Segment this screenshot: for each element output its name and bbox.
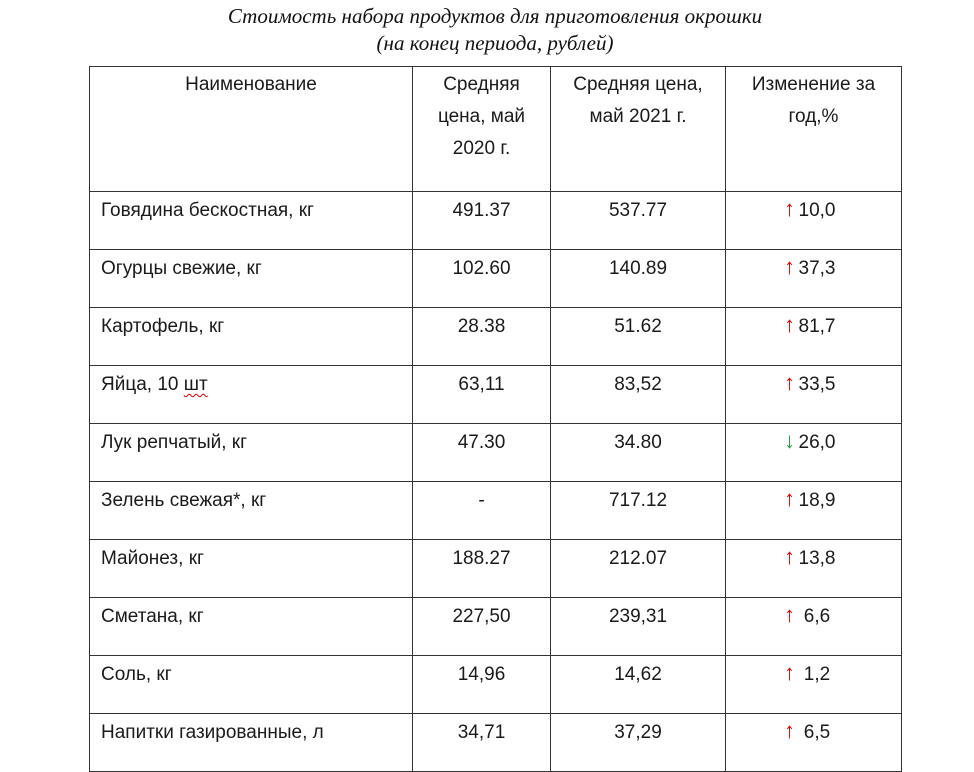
cell-price-2020: 34,71: [412, 713, 551, 772]
header-price-2020-line2: цена, май: [437, 106, 526, 127]
table-title: Стоимость набора продуктов для приготовл…: [227, 4, 763, 28]
table-row: Говядина бескостная, кг 491.37 537.77 ↑ 10,0: [89, 191, 902, 250]
cell-product-name: Говядина бескостная, кг: [89, 191, 413, 250]
cell-price-2021: 37,29: [550, 713, 726, 772]
header-price-2021: Средняя цена, май 2021 г.: [550, 66, 726, 192]
table-row: Лук репчатый, кг 47.30 34.80 ↓ 26,0: [89, 423, 902, 482]
cell-change: ↑ 18,9: [725, 481, 902, 540]
header-price-2020-line3: 2020 г.: [452, 138, 511, 159]
cell-product-name: Сметана, кг: [89, 597, 413, 656]
cell-price-2021: 83,52: [550, 365, 726, 424]
table-row: Майонез, кг 188.27 212.07 ↑ 13,8: [89, 539, 902, 598]
cell-product-name: Майонез, кг: [89, 539, 413, 598]
cell-price-2021: 212.07: [550, 539, 726, 598]
cell-change: ↑ 33,5: [725, 365, 902, 424]
table-row: Картофель, кг 28.38 51.62 ↑ 81,7: [89, 307, 902, 366]
cell-price-2021: 34.80: [550, 423, 726, 482]
header-price-2020: Средняя цена, май 2020 г.: [412, 66, 551, 192]
change-value: 37,3: [798, 258, 836, 279]
cell-product-name: Напитки газированные, л: [89, 713, 413, 772]
arrow-up-icon: ↑: [784, 660, 795, 685]
change-value: 10,0: [798, 200, 836, 221]
arrow-up-icon: ↑: [784, 486, 795, 511]
cell-price-2020: 14,96: [412, 655, 551, 714]
cell-product-name: Картофель, кг: [89, 307, 413, 366]
arrow-down-icon: ↓: [784, 428, 795, 453]
product-name-unit: шт: [183, 374, 208, 395]
cell-change: ↑ 1,2: [725, 655, 902, 714]
cell-price-2020: 102.60: [412, 249, 551, 308]
header-price-2020-line1: Средняя: [443, 74, 520, 95]
cell-price-2020: 188.27: [412, 539, 551, 598]
cell-price-2021: 239,31: [550, 597, 726, 656]
cell-price-2021: 717.12: [550, 481, 726, 540]
change-value: 26,0: [798, 432, 836, 453]
change-value: 13,8: [798, 548, 836, 569]
table-row: Сметана, кг 227,50 239,31 ↑ 6,6: [89, 597, 902, 656]
cell-price-2020: 47.30: [412, 423, 551, 482]
cell-product-name: Лук репчатый, кг: [89, 423, 413, 482]
header-row: Наименование Средняя цена, май 2020 г. С…: [89, 66, 902, 192]
change-value: 6,6: [798, 606, 831, 627]
cell-price-2021: 14,62: [550, 655, 726, 714]
change-value: 33,5: [798, 374, 836, 395]
arrow-up-icon: ↑: [784, 544, 795, 569]
cell-change: ↑ 13,8: [725, 539, 902, 598]
cell-product-name: Огурцы свежие, кг: [89, 249, 413, 308]
header-name-label: Наименование: [185, 74, 317, 95]
change-value: 1,2: [798, 664, 831, 685]
change-value: 18,9: [798, 490, 836, 511]
cell-product-name: Яйца, 10 шт: [89, 365, 413, 424]
cell-price-2020: 227,50: [412, 597, 551, 656]
table-row: Напитки газированные, л 34,71 37,29 ↑ 6,5: [89, 713, 902, 772]
cell-price-2020: 28.38: [412, 307, 551, 366]
cell-price-2020: -: [412, 481, 551, 540]
cell-change: ↑ 6,6: [725, 597, 902, 656]
cell-price-2020: 491.37: [412, 191, 551, 250]
cell-change: ↑ 37,3: [725, 249, 902, 308]
header-change-line2: год,%: [788, 106, 839, 127]
cell-change: ↑ 10,0: [725, 191, 902, 250]
header-change: Изменение за год,%: [725, 66, 902, 192]
header-change-line1: Изменение за: [751, 74, 876, 95]
arrow-up-icon: ↑: [784, 196, 795, 221]
cell-price-2021: 537.77: [550, 191, 726, 250]
change-value: 6,5: [798, 722, 831, 743]
price-table: Наименование Средняя цена, май 2020 г. С…: [89, 66, 902, 772]
arrow-up-icon: ↑: [784, 370, 795, 395]
product-name-prefix: Яйца, 10: [101, 374, 184, 395]
header-price-2021-line2: май 2021 г.: [589, 106, 687, 127]
cell-change: ↓ 26,0: [725, 423, 902, 482]
table-row: Яйца, 10 шт 63,11 83,52 ↑ 33,5: [89, 365, 902, 424]
table-row: Соль, кг 14,96 14,62 ↑ 1,2: [89, 655, 902, 714]
cell-price-2021: 140.89: [550, 249, 726, 308]
header-price-2021-line1: Средняя цена,: [573, 74, 703, 95]
table-subtitle: (на конец периода, рублей): [376, 31, 614, 55]
cell-change: ↑ 6,5: [725, 713, 902, 772]
cell-product-name: Зелень свежая*, кг: [89, 481, 413, 540]
cell-price-2020: 63,11: [412, 365, 551, 424]
header-name: Наименование: [89, 66, 413, 192]
cell-price-2021: 51.62: [550, 307, 726, 366]
change-value: 81,7: [798, 316, 836, 337]
arrow-up-icon: ↑: [784, 312, 795, 337]
cell-change: ↑ 81,7: [725, 307, 902, 366]
arrow-up-icon: ↑: [784, 718, 795, 743]
table-row: Зелень свежая*, кг -717.12 ↑ 18,9: [89, 481, 902, 540]
arrow-up-icon: ↑: [784, 254, 795, 279]
arrow-up-icon: ↑: [784, 602, 795, 627]
table-row: Огурцы свежие, кг 102.60 140.89 ↑ 37,3: [89, 249, 902, 308]
cell-product-name: Соль, кг: [89, 655, 413, 714]
